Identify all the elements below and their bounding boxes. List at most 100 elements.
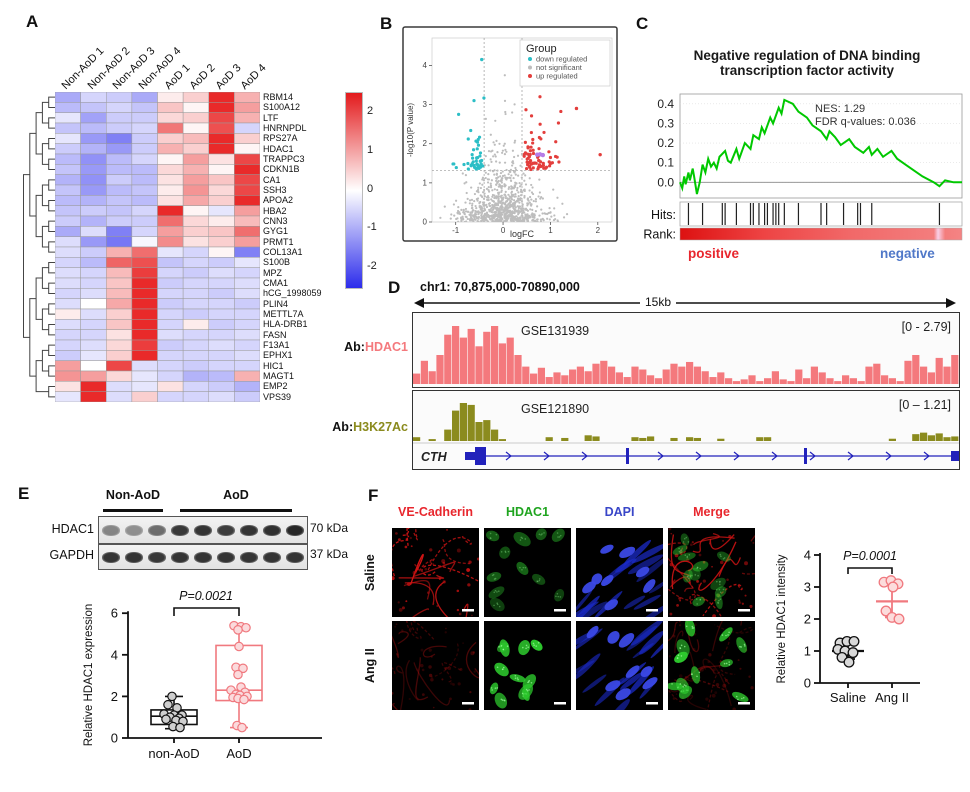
svg-text:NES: 1.29: NES: 1.29 (815, 103, 865, 115)
gene-label: RPS27A (263, 133, 298, 144)
gene-label: GYG1 (263, 226, 289, 237)
svg-text:2: 2 (111, 689, 118, 704)
svg-text:Rank:: Rank: (643, 228, 676, 242)
svg-text:logFC: logFC (510, 229, 535, 239)
svg-text:0.1: 0.1 (657, 156, 674, 170)
row-label-saline: Saline (363, 554, 377, 591)
svg-text:1: 1 (548, 226, 553, 235)
gene-label: HIC1 (263, 360, 284, 371)
colorbar-tick: -2 (367, 259, 377, 272)
if-header-merge: Merge (693, 505, 730, 519)
heatmap-colorbar (345, 92, 363, 289)
gene-label: MPZ (263, 267, 282, 278)
gene-label: S100B (263, 257, 291, 268)
svg-text:Relative HDAC1 intensity: Relative HDAC1 intensity (776, 554, 788, 683)
h3k27ac-antibody: H3K27Ac (353, 420, 408, 434)
blot-band (124, 551, 143, 563)
mw-label-37kda: 37 kDa (310, 547, 349, 561)
h3k27ac-chip-track: GSE121890 [0 – 1.21] CTH (412, 390, 960, 470)
if-header-hdac1: HDAC1 (505, 505, 550, 519)
svg-text:Ang II: Ang II (875, 690, 909, 705)
row-label-angii: Ang II (363, 648, 377, 683)
blot-band (286, 551, 305, 563)
scale-label: 15kb (640, 295, 677, 309)
svg-text:Group: Group (526, 43, 557, 55)
heatmap-column-label: AoD 4 (238, 61, 269, 92)
svg-text:CTH: CTH (421, 450, 448, 464)
svg-text:GSE131939: GSE131939 (521, 324, 589, 338)
panel-d-label: D (388, 278, 401, 297)
heatmap (55, 92, 260, 402)
svg-text:0: 0 (804, 676, 811, 691)
svg-text:positive: positive (688, 246, 740, 261)
blot-band (101, 524, 120, 536)
svg-text:0.0: 0.0 (657, 175, 674, 189)
gene-label: CMA1 (263, 277, 289, 288)
blot-band (240, 551, 259, 563)
gene-label: HLA-DRB1 (263, 319, 308, 330)
svg-text:3: 3 (804, 580, 811, 595)
western-blot-hdac1 (98, 516, 308, 544)
panel-f-label: F (368, 486, 379, 505)
blot-band (240, 524, 259, 536)
gene-label: CA1 (263, 174, 281, 185)
group-underline-aod (180, 509, 292, 512)
heatmap-column-label: AoD 3 (213, 61, 244, 92)
gene-label: F13A1 (263, 339, 290, 350)
ab-prefix: Ab: (332, 420, 354, 434)
gene-label: CNN3 (263, 215, 288, 226)
svg-text:0: 0 (423, 218, 428, 227)
gene-label: S100A12 (263, 102, 301, 113)
panel-b-label: B (380, 14, 393, 33)
track1-antibody-label: Ab:HDAC1 (326, 340, 408, 354)
hdac1-chip-track: GSE131939 [0 - 2.79] (412, 312, 960, 388)
gene-label: CDKN1B (263, 164, 300, 175)
gene-label: FASN (263, 329, 287, 340)
blot-band (263, 524, 282, 536)
svg-text:3: 3 (423, 100, 428, 109)
gsea-title-line1: Negative regulation of DNA binding (693, 48, 921, 63)
svg-text:2: 2 (804, 612, 811, 627)
blot-band (147, 524, 166, 536)
gene-label: APOA2 (263, 195, 294, 206)
svg-text:-1: -1 (452, 226, 460, 235)
blot-band (194, 551, 212, 563)
svg-text:[0 – 1.21]: [0 – 1.21] (899, 398, 951, 412)
if-image-angii-hdac1 (484, 621, 571, 710)
gene-label: PLIN4 (263, 298, 289, 309)
blot-band (286, 524, 305, 536)
svg-text:2: 2 (596, 226, 601, 235)
gene-label: SSH3 (263, 184, 287, 195)
ab-prefix: Ab: (344, 340, 365, 354)
svg-text:FDR q-values: 0.036: FDR q-values: 0.036 (815, 116, 916, 128)
blot-band (101, 551, 120, 563)
gene-label: VPS39 (263, 391, 292, 402)
blot-label-gapdh: GAPDH (49, 548, 94, 562)
svg-text:0.2: 0.2 (657, 136, 674, 150)
blot-band (147, 551, 166, 563)
if-image-saline-hdac1 (484, 528, 571, 617)
svg-text:0.3: 0.3 (657, 116, 674, 130)
svg-text:up regulated: up regulated (536, 72, 578, 81)
colorbar-tick: -1 (367, 221, 377, 234)
heatmap-gene-labels: RBM14 S100A12 LTF HNRNPDL RPS27A HDAC1 TRAPPC3… (263, 92, 363, 402)
svg-text:0: 0 (501, 226, 506, 235)
gene-label: HBA2 (263, 205, 287, 216)
gene-label: COL13A1 (263, 246, 303, 257)
svg-text:P=0.0021: P=0.0021 (179, 589, 233, 603)
svg-text:4: 4 (423, 61, 428, 70)
svg-text:6: 6 (111, 606, 118, 621)
svg-text:P=0.0001: P=0.0001 (843, 549, 897, 563)
heatmap-column-labels: Non-AoD 1 Non-AoD 2 Non-AoD 3 Non-AoD 4 AoD … (55, 10, 269, 92)
group-label-nonaod: Non-AoD (105, 488, 161, 502)
gene-label: EMP2 (263, 381, 288, 392)
gene-label: TRAPPC3 (263, 153, 305, 164)
svg-text:1: 1 (804, 644, 811, 659)
blot-band (194, 524, 212, 536)
svg-text:2: 2 (423, 139, 428, 148)
gene-label: HNRNPDL (263, 122, 307, 133)
blot-band (263, 551, 282, 563)
gene-label: HDAC1 (263, 143, 294, 154)
gsea-title-line2: transcription factor activity (719, 63, 895, 78)
